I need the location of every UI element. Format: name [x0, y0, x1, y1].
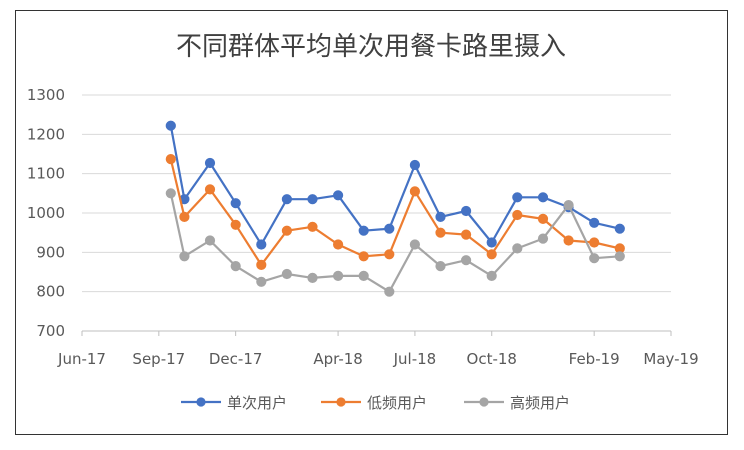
y-tick-label: 700: [36, 322, 65, 340]
data-point: [486, 270, 497, 281]
legend: 单次用户 低频用户 高频用户: [181, 394, 570, 412]
data-point: [384, 286, 395, 297]
data-point: [256, 259, 267, 270]
data-point: [165, 188, 176, 199]
data-point: [333, 270, 344, 281]
y-tick-label: 900: [36, 243, 65, 261]
chart-frame: 不同群体平均单次用餐卡路里摄入 700 800 900 1000 1100 1200 130…: [15, 10, 728, 435]
legend-item: 高频用户: [464, 394, 570, 412]
legend-swatch-marker: [336, 397, 346, 407]
y-tick-label: 1200: [27, 125, 65, 143]
x-tick-label: Oct-18: [467, 350, 517, 368]
data-point: [281, 194, 292, 205]
data-point: [179, 251, 190, 262]
data-point: [486, 249, 497, 260]
x-tick-label: Feb-19: [569, 350, 620, 368]
data-point: [204, 157, 216, 169]
data-point: [230, 198, 241, 209]
data-point: [461, 255, 472, 266]
y-tick-label: 1100: [27, 165, 65, 183]
x-tick-label: Jun-17: [57, 350, 106, 368]
data-point: [307, 272, 318, 283]
data-point: [230, 261, 241, 272]
data-point: [563, 200, 574, 211]
data-point: [435, 211, 446, 222]
data-point: [409, 159, 420, 171]
data-point: [537, 233, 549, 244]
data-point: [486, 237, 497, 248]
axes: 700 800 900 1000 1100 1200 1300 Jun-17 Sep-17 Dec…: [27, 86, 699, 368]
legend-label: 高频用户: [510, 394, 570, 412]
data-point: [409, 186, 420, 197]
x-tick-label: Sep-17: [132, 350, 185, 368]
series-3: [165, 188, 625, 297]
x-tick-label: Apr-18: [313, 350, 363, 368]
data-point: [165, 154, 176, 165]
data-point: [179, 211, 190, 222]
data-point: [165, 120, 176, 131]
data-point: [333, 239, 344, 250]
y-tick-label: 1300: [27, 86, 65, 104]
data-point: [409, 239, 420, 250]
legend-item: 单次用户: [181, 394, 287, 412]
data-point: [204, 235, 216, 246]
data-point: [204, 184, 216, 195]
data-point: [461, 229, 472, 240]
data-point: [256, 239, 267, 250]
data-point: [256, 276, 267, 287]
chart-title: 不同群体平均单次用餐卡路里摄入: [176, 32, 566, 62]
legend-label: 低频用户: [367, 394, 427, 412]
data-point: [384, 223, 395, 234]
data-point: [358, 251, 369, 262]
data-point: [435, 261, 446, 272]
data-point: [512, 192, 523, 203]
series-lines: [165, 120, 625, 297]
data-point: [614, 251, 625, 262]
data-point: [358, 270, 369, 281]
legend-item: 低频用户: [321, 394, 427, 412]
data-point: [614, 223, 625, 234]
data-point: [563, 235, 574, 246]
data-point: [384, 249, 395, 260]
data-point: [589, 217, 600, 228]
data-point: [307, 221, 318, 232]
data-point: [307, 194, 318, 205]
data-point: [281, 225, 292, 236]
data-point: [461, 205, 472, 217]
data-point: [281, 268, 292, 280]
line-chart: 不同群体平均单次用餐卡路里摄入 700 800 900 1000 1100 1200 130…: [27, 32, 699, 412]
data-point: [589, 253, 600, 264]
data-point: [230, 219, 241, 230]
x-tick-label: Jul-18: [393, 350, 437, 368]
data-point: [512, 243, 523, 254]
legend-swatch-marker: [196, 397, 206, 407]
y-tick-label: 800: [36, 283, 65, 301]
y-tick-label: 1000: [27, 204, 65, 222]
data-point: [358, 225, 369, 236]
legend-swatch-marker: [479, 397, 489, 407]
data-point: [537, 213, 549, 224]
series-1: [165, 120, 625, 250]
legend-label: 单次用户: [227, 394, 287, 412]
data-point: [435, 227, 446, 238]
data-point: [333, 190, 344, 201]
series-2: [165, 154, 625, 270]
x-tick-label: Dec-17: [209, 350, 263, 368]
data-point: [589, 237, 600, 248]
data-point: [512, 209, 523, 221]
x-tick-label: May-19: [643, 350, 698, 368]
data-point: [537, 192, 549, 203]
